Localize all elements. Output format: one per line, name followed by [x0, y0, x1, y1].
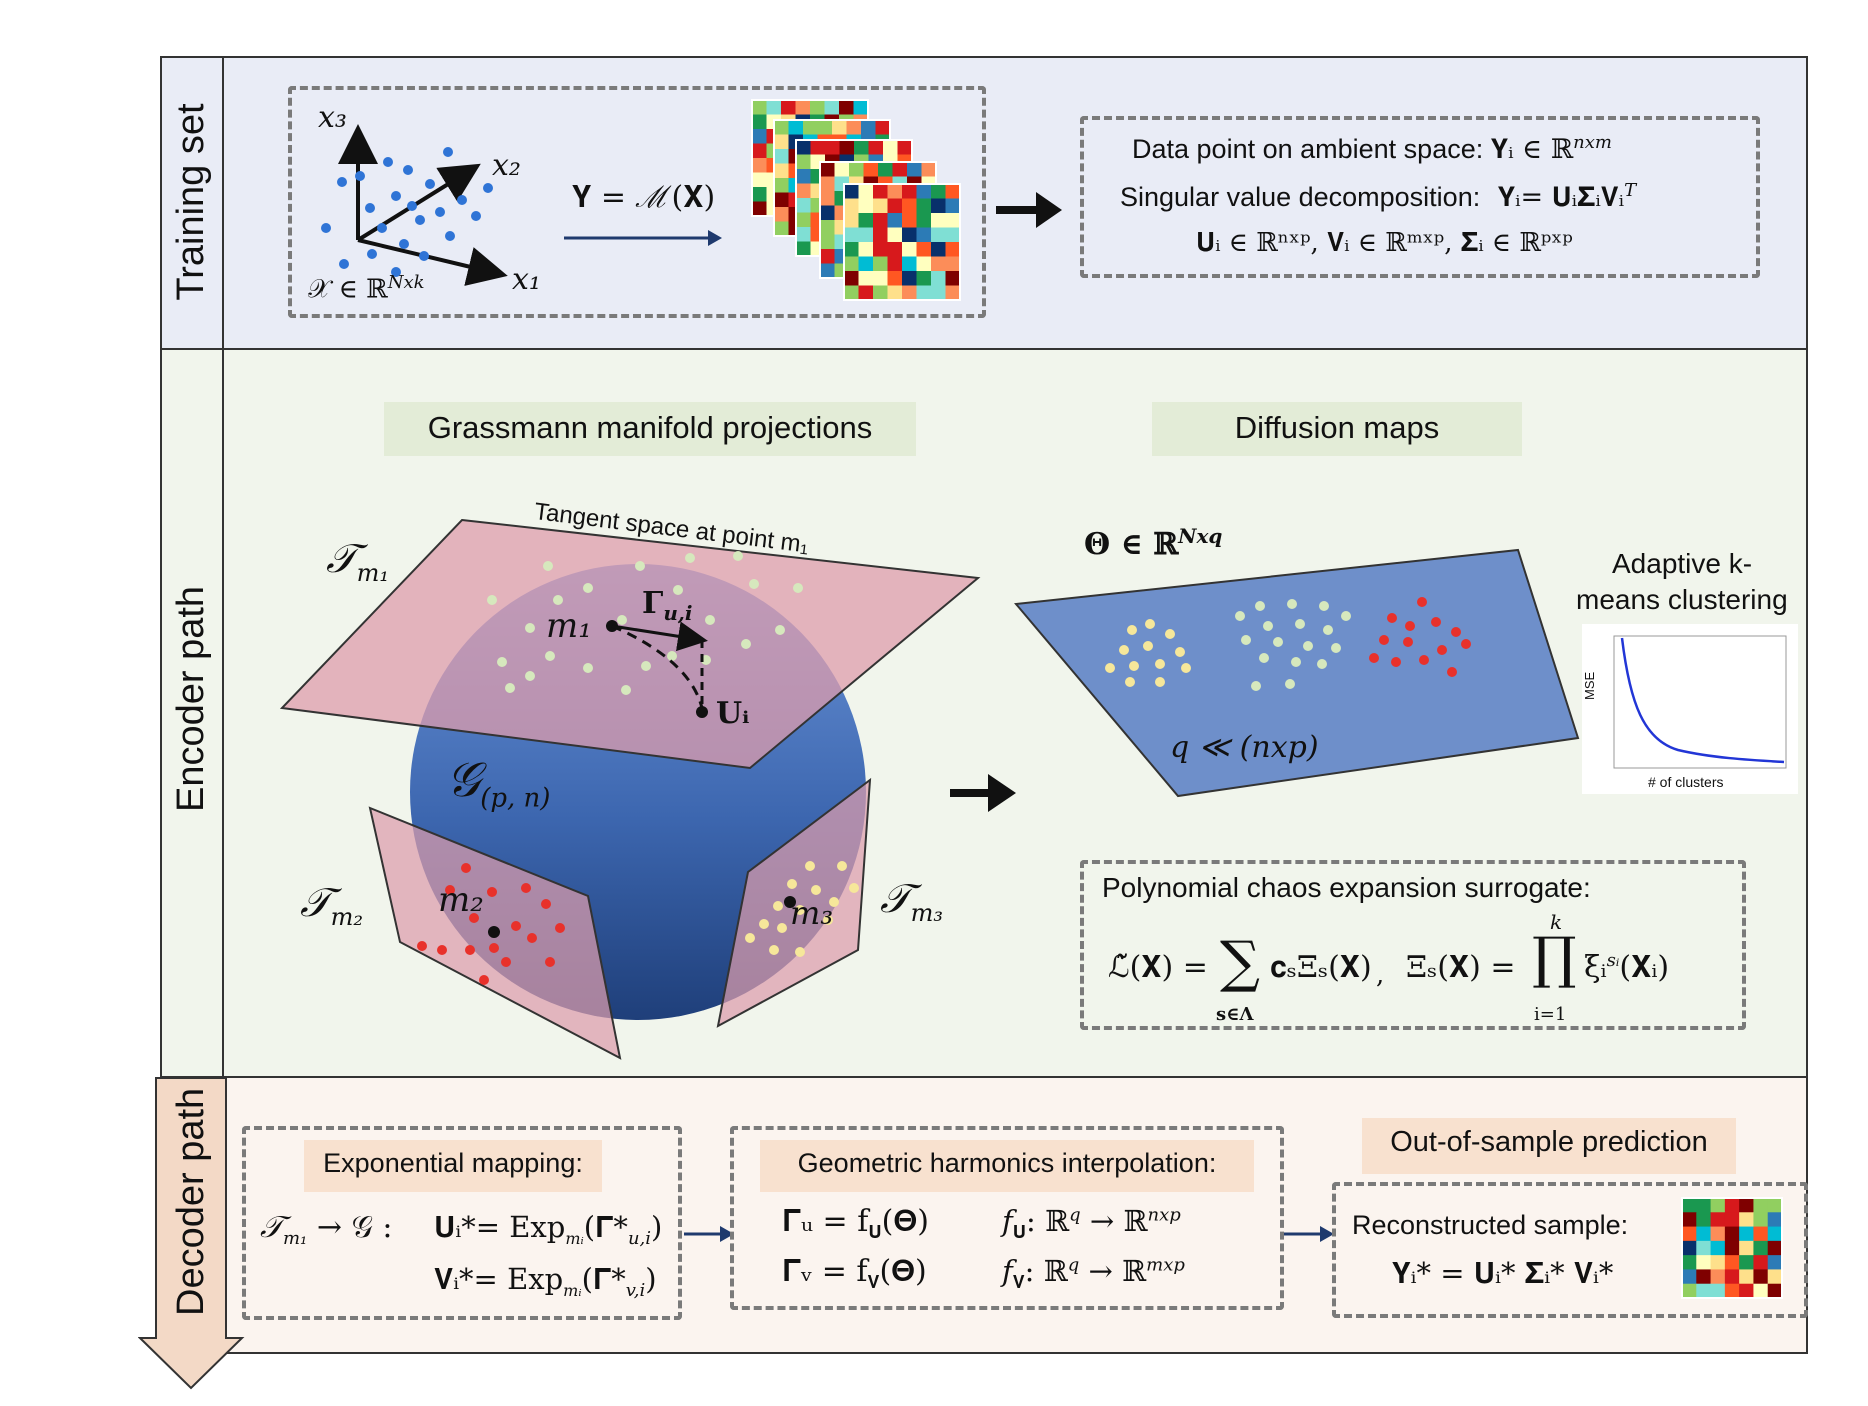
- u-i-label: 𝐔ᵢ: [716, 696, 750, 731]
- m1-label: m₁: [546, 606, 592, 646]
- kmeans-elbow-plot: [1613, 635, 1787, 769]
- exp-map-v: 𝐕ᵢ*= Expmᵢ(𝚪*v,i): [434, 1262, 657, 1301]
- domain-label: 𝒳 ∈ ℝNxk: [308, 272, 425, 305]
- training-section-label: Training set: [170, 103, 212, 301]
- tangent-m2-label: 𝒯m₂: [300, 880, 364, 931]
- pce-sum-index: s∈Λ: [1216, 1004, 1254, 1025]
- tangent-m3-label: 𝒯m₃: [880, 876, 944, 927]
- grassmann-label: 𝒢(p, n): [446, 752, 551, 814]
- diffusion-title: Diffusion maps: [1152, 402, 1522, 456]
- reconstructed-heatmap-grid: [1681, 1197, 1783, 1299]
- reconstructed-equation: 𝐘ᵢ* = 𝐔ᵢ* 𝚺ᵢ* 𝐕ᵢ*: [1392, 1256, 1614, 1290]
- grassmann-title: Grassmann manifold projections: [384, 402, 916, 456]
- axis-x1-label: x₁: [512, 262, 541, 297]
- grassmann-illustration: [279, 518, 981, 1060]
- exp-map-u: 𝐔ᵢ*= Expmᵢ(𝚪*u,i): [434, 1210, 663, 1249]
- pce-title: Polynomial chaos expansion surrogate:: [1102, 872, 1591, 903]
- m3-label: m₃: [790, 894, 834, 932]
- pce-prod-upper: k: [1550, 910, 1563, 934]
- q-relation-label: q ≪ (nxp): [1170, 730, 1319, 765]
- training-scatter-3d: [321, 124, 508, 286]
- encoder-sidebar: [160, 348, 224, 1078]
- decoder-section-label: Decoder path: [170, 1087, 212, 1316]
- decoder-arrow: [138, 1077, 245, 1390]
- axis-x3-label: x₃: [318, 100, 347, 135]
- pce-sum-symbol: ∑: [1220, 930, 1260, 995]
- svd-line-3: 𝐔ᵢ ∈ ℝⁿˣᵖ, 𝐕ᵢ ∈ ℝᵐˣᵖ, 𝚺ᵢ ∈ ℝᵖˣᵖ: [1196, 228, 1573, 258]
- exp-map-domain: 𝒯m₁ → 𝒢 :: [260, 1210, 393, 1249]
- pce-prod-symbol: ∏: [1532, 926, 1577, 991]
- kmeans-title-line-2: means clustering: [1576, 584, 1788, 615]
- geometric-harmonics-box: [730, 1126, 1284, 1310]
- reconstructed-heatmap: [1681, 1197, 1783, 1299]
- kmeans-title-line-1: Adaptive k-: [1612, 548, 1753, 579]
- pce-term: 𝐜ₛΞₛ(𝐗): [1270, 950, 1372, 985]
- exp-map-box: [242, 1126, 682, 1320]
- heatmap-layer-5: [843, 183, 961, 301]
- decoder-arrow-1: [684, 1226, 734, 1242]
- training-to-svd-arrow: [996, 192, 1062, 228]
- svd-line-2: Singular value decomposition: 𝐘ᵢ= 𝐔ᵢ𝚺ᵢ𝐕ᵢ…: [1120, 180, 1637, 213]
- pce-prod-lower: i=1: [1534, 1004, 1567, 1025]
- svd-line-1: Data point on ambient space: 𝐘ᵢ ∈ ℝnxm: [1132, 132, 1612, 165]
- model-arrow: [564, 230, 722, 246]
- theta-label: 𝚯 ∈ ℝNxq: [1084, 524, 1223, 562]
- pce-lhs: ℒ̃(𝐗) =: [1108, 950, 1208, 985]
- axis-x2-label: x₂: [492, 148, 521, 183]
- encoder-section-label: Encoder path: [170, 585, 212, 812]
- m2-label: m₂: [438, 880, 484, 920]
- gamma-arrow: [611, 621, 708, 652]
- training-heatmap-stack: [751, 99, 961, 301]
- reconstruction-box: [1332, 1182, 1808, 1318]
- training-sidebar: [160, 56, 224, 350]
- diffusion-plane: [1014, 548, 1580, 798]
- training-input-box: [288, 86, 986, 318]
- gh-gamma-v: 𝚪ᵥ = f𝐕(𝚯): [782, 1254, 927, 1293]
- kmeans-y-label: MSE: [1582, 671, 1597, 700]
- tangent-plane-m1: [279, 518, 981, 770]
- pce-xi-lhs: Ξₛ(𝐗) =: [1406, 950, 1516, 985]
- point-u-i: [696, 706, 708, 718]
- gamma-label: 𝚪u,i: [642, 586, 693, 625]
- decoder-arrow-2: [1284, 1226, 1334, 1242]
- model-equation: 𝐘 = ℳ(𝐗): [572, 180, 716, 215]
- out-of-sample-title: Out-of-sample prediction: [1362, 1118, 1736, 1174]
- encoder-middle-arrow: [950, 774, 1016, 812]
- pce-prod-term: ξᵢsᵢ(𝐗ᵢ): [1584, 950, 1670, 985]
- gh-gamma-u: 𝚪ᵤ = f𝐔(𝚯): [782, 1204, 929, 1243]
- pce-box: [1080, 860, 1746, 1030]
- geometric-harmonics-title: Geometric harmonics interpolation:: [760, 1140, 1254, 1192]
- tangent-m1-label: 𝒯m₁: [326, 536, 390, 587]
- gh-fv-map: f𝐕: ℝq → ℝmxp: [1002, 1254, 1185, 1293]
- pce-comma: ,: [1376, 960, 1385, 990]
- svd-box: [1080, 116, 1760, 278]
- point-m2: [488, 926, 500, 938]
- reconstructed-label: Reconstructed sample:: [1352, 1210, 1629, 1240]
- point-m3: [784, 896, 796, 908]
- exp-map-title: Exponential mapping:: [304, 1140, 602, 1192]
- gh-fu-map: f𝐔: ℝq → ℝnxp: [1002, 1204, 1181, 1243]
- kmeans-x-label: # of clusters: [1648, 774, 1724, 790]
